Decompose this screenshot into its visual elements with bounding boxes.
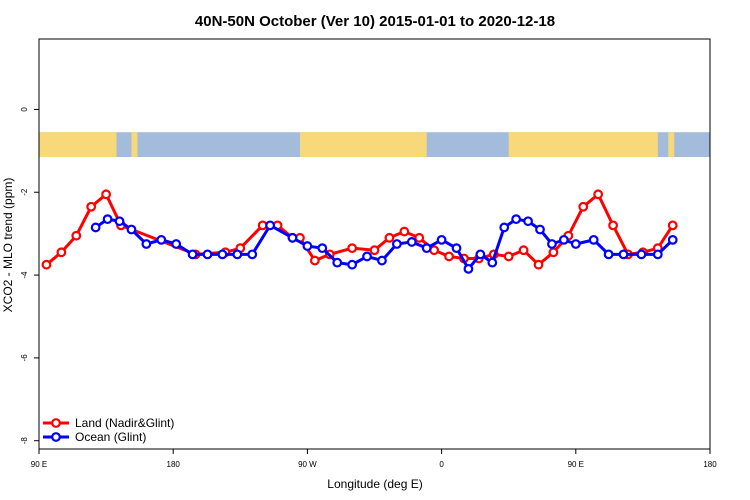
data-point bbox=[414, 232, 425, 243]
data-point bbox=[548, 247, 559, 258]
map-land bbox=[299, 132, 427, 158]
x-tick-label: 180 bbox=[167, 460, 181, 469]
data-point bbox=[451, 243, 462, 254]
data-point bbox=[535, 224, 545, 235]
data-point bbox=[444, 251, 454, 262]
data-point bbox=[588, 234, 599, 245]
x-tick-label: 90 W bbox=[298, 460, 317, 469]
data-point bbox=[603, 249, 614, 260]
data-point bbox=[503, 251, 514, 262]
data-point bbox=[463, 263, 474, 274]
data-point bbox=[652, 249, 663, 260]
data-point bbox=[511, 214, 522, 225]
data-point bbox=[377, 255, 387, 266]
data-point bbox=[171, 239, 182, 249]
legend-marker bbox=[51, 432, 61, 442]
y-tick-label: 0 bbox=[20, 107, 29, 112]
data-point bbox=[247, 249, 258, 260]
data-point bbox=[187, 249, 198, 260]
data-point bbox=[265, 220, 276, 231]
y-axis: 0 -2 -4 -6 -8 bbox=[20, 107, 39, 445]
data-point bbox=[499, 222, 510, 233]
x-tick-label: 90 E bbox=[31, 460, 47, 469]
data-point bbox=[578, 201, 589, 212]
data-point bbox=[533, 259, 544, 270]
legend-label: Ocean (Glint) bbox=[75, 430, 146, 444]
x-axis: 90 E 180 90 W 0 90 E 180 bbox=[31, 449, 717, 469]
map-land bbox=[131, 132, 138, 158]
data-point bbox=[667, 234, 678, 245]
data-point bbox=[608, 220, 618, 231]
y-tick-label: -8 bbox=[20, 437, 29, 445]
series-layer bbox=[41, 189, 678, 274]
data-point bbox=[667, 220, 678, 231]
data-point bbox=[362, 251, 372, 262]
legend: Land (Nadir&Glint)Ocean (Glint) bbox=[43, 416, 174, 444]
y-tick-label: -6 bbox=[20, 354, 29, 362]
data-point bbox=[114, 216, 125, 227]
data-point bbox=[436, 234, 447, 245]
data-point bbox=[347, 243, 358, 254]
data-point bbox=[126, 224, 137, 235]
legend-marker bbox=[51, 418, 61, 428]
map-land bbox=[508, 132, 658, 158]
data-point bbox=[570, 239, 581, 249]
data-point bbox=[309, 255, 320, 266]
map-land bbox=[668, 132, 675, 158]
map-land bbox=[39, 132, 117, 158]
data-point bbox=[156, 234, 167, 245]
data-point bbox=[71, 230, 82, 241]
data-point bbox=[421, 243, 432, 254]
x-tick-label: 180 bbox=[703, 460, 717, 469]
x-tick-label: 90 E bbox=[568, 460, 584, 469]
data-point bbox=[384, 232, 395, 243]
y-tick-label: -2 bbox=[20, 188, 29, 196]
chart-title: 40N-50N October (Ver 10) 2015-01-01 to 2… bbox=[195, 13, 555, 30]
data-point bbox=[141, 239, 152, 249]
data-point bbox=[547, 239, 557, 249]
data-point bbox=[56, 247, 67, 258]
data-point bbox=[618, 249, 629, 260]
data-point bbox=[399, 226, 410, 237]
y-tick-label: -4 bbox=[20, 271, 29, 279]
data-point bbox=[41, 259, 52, 270]
map-strip bbox=[39, 132, 710, 158]
data-point bbox=[487, 257, 498, 268]
data-point bbox=[391, 239, 402, 249]
data-point bbox=[332, 257, 343, 268]
data-point bbox=[101, 189, 111, 200]
data-point bbox=[347, 259, 358, 270]
data-point bbox=[475, 249, 486, 260]
plot-frame bbox=[38, 38, 711, 450]
x-tick-label: 0 bbox=[439, 460, 444, 469]
data-point bbox=[369, 245, 380, 256]
data-point bbox=[232, 249, 243, 260]
data-point bbox=[636, 249, 647, 260]
data-point bbox=[86, 201, 97, 212]
data-point bbox=[217, 249, 228, 260]
data-point bbox=[287, 232, 298, 243]
data-point bbox=[593, 189, 604, 200]
data-point bbox=[302, 241, 313, 251]
data-point bbox=[523, 216, 533, 227]
legend-label: Land (Nadir&Glint) bbox=[75, 416, 174, 430]
data-point bbox=[558, 234, 569, 245]
data-point bbox=[317, 243, 328, 254]
data-point bbox=[90, 222, 101, 233]
data-point bbox=[406, 237, 417, 247]
x-axis-label: Longitude (deg E) bbox=[327, 477, 422, 491]
y-axis-label: XCO2 - MLO trend (ppm) bbox=[1, 178, 15, 313]
data-point bbox=[202, 249, 213, 260]
data-point bbox=[102, 214, 113, 225]
data-point bbox=[518, 245, 529, 256]
